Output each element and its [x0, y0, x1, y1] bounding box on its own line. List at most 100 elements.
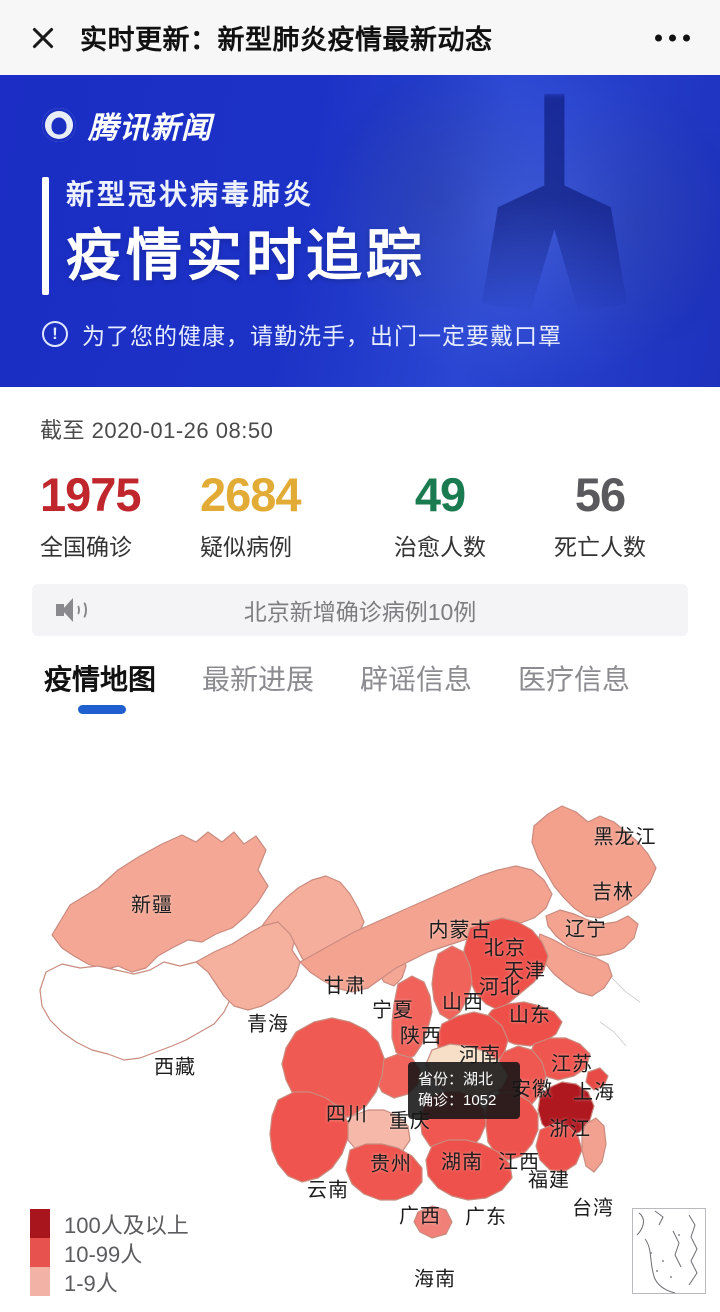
map-tooltip: 省份：湖北 确诊：1052: [408, 1062, 520, 1119]
province-zhejiang: [537, 1081, 595, 1139]
province-shanxi: [431, 945, 473, 1021]
province-label-贵州: 贵州: [370, 1153, 412, 1176]
legend-swatch: [30, 1238, 50, 1267]
province-fujian: [535, 1123, 583, 1173]
province-label-福建: 福建: [528, 1169, 570, 1192]
province-label-台湾: 台湾: [572, 1197, 614, 1220]
province-label-湖南: 湖南: [441, 1151, 483, 1174]
province-label-江苏: 江苏: [551, 1053, 593, 1076]
close-icon[interactable]: [28, 23, 58, 53]
south-china-sea-inset: [632, 1208, 706, 1294]
tencent-news-logo[interactable]: 腾讯新闻: [42, 103, 720, 147]
province-inner-mongolia: [299, 865, 553, 993]
province-label-广东: 广东: [465, 1206, 507, 1229]
tab-label: 辟谣信息: [360, 664, 473, 695]
exclamation-circle-icon: [42, 320, 68, 347]
banner-title: 疫情实时追踪: [66, 224, 426, 287]
province-hainan: [413, 1205, 453, 1239]
map-legend: 100人及以上 10-99人 1-9人: [30, 1209, 189, 1296]
stat-confirmed: 1975 全国确诊: [40, 471, 200, 562]
speaker-icon: [56, 598, 87, 622]
headline-accent-bar: [42, 177, 49, 295]
legend-item: 1-9人: [30, 1267, 189, 1296]
banner-headline-block: 新型冠状病毒肺炎 疫情实时追踪: [42, 173, 720, 295]
province-label-广西: 广西: [399, 1205, 441, 1228]
tab-epidemic-map[interactable]: 疫情地图: [44, 658, 202, 716]
province-qinghai: [195, 917, 301, 1011]
legend-swatch: [30, 1267, 50, 1296]
province-label-宁夏: 宁夏: [372, 999, 414, 1022]
more-dot: [669, 34, 676, 41]
province-label-安徽: 安徽: [511, 1078, 553, 1101]
hero-banner: 腾讯新闻 新型冠状病毒肺炎 疫情实时追踪 为了您的健康，请勤洗手，出门一定要戴口…: [0, 75, 720, 387]
province-label-山东: 山东: [509, 1004, 551, 1027]
tab-rumor-debunking[interactable]: 辟谣信息: [360, 658, 518, 716]
province-label-江西: 江西: [498, 1151, 540, 1174]
tab-label: 最新进展: [202, 664, 315, 695]
more-dot: [683, 34, 690, 41]
legend-swatch: [30, 1209, 50, 1238]
tab-bar: 疫情地图 最新进展 辟谣信息 医疗信息: [0, 658, 720, 716]
more-dot: [655, 34, 662, 41]
stat-confirmed-label: 全国确诊: [40, 534, 132, 560]
more-dots-icon[interactable]: [655, 34, 690, 41]
stat-deaths-label: 死亡人数: [554, 534, 646, 560]
province-label-海南: 海南: [414, 1268, 456, 1291]
tooltip-confirmed: 确诊：1052: [418, 1092, 497, 1110]
province-guangxi: [345, 1143, 423, 1201]
top-navigation-bar: 实时更新：新型肺炎疫情最新动态: [0, 0, 720, 75]
tab-label: 疫情地图: [44, 664, 157, 695]
stat-deaths-value: 56: [574, 468, 626, 521]
stat-recovered: 49 治愈人数: [360, 471, 520, 562]
province-label-浙江: 浙江: [549, 1118, 591, 1141]
news-ticker[interactable]: 北京新增确诊病例10例: [32, 584, 688, 636]
legend-item: 100人及以上: [30, 1209, 189, 1238]
health-tip-text: 为了您的健康，请勤洗手，出门一定要戴口罩: [82, 322, 562, 349]
tab-medical-info[interactable]: 医疗信息: [518, 658, 676, 716]
province-jilin: [545, 909, 639, 957]
tab-active-indicator: [78, 705, 126, 714]
province-label-北京: 北京: [484, 937, 526, 960]
province-label-黑龙江: 黑龙江: [593, 826, 657, 849]
stat-suspected: 2684 疑似病例: [200, 471, 360, 562]
stat-recovered-value: 49: [414, 468, 466, 521]
stat-recovered-label: 治愈人数: [394, 534, 486, 560]
province-label-辽宁: 辽宁: [565, 918, 607, 941]
province-heilongjiang: [531, 805, 657, 919]
stat-deaths: 56 死亡人数: [520, 471, 680, 562]
province-liaoning: [535, 933, 613, 997]
province-label-内蒙古: 内蒙古: [428, 919, 492, 942]
tab-latest-updates[interactable]: 最新进展: [202, 658, 360, 716]
tab-label: 医疗信息: [518, 664, 631, 695]
china-epidemic-map[interactable]: 新疆 西藏 青海 甘肃 宁夏 内蒙古 陕西 四川 重庆 云南 贵州 广西 海南 湖南 广东 江西 福建 台湾 河南山…: [0, 720, 720, 1300]
province-shaanxi: [391, 975, 433, 1061]
province-label-西藏: 西藏: [154, 1056, 196, 1079]
province-label-陕西: 陕西: [400, 1025, 442, 1048]
province-label-青海: 青海: [247, 1013, 289, 1036]
last-updated-label: 截至 2020-01-26 08:50: [40, 418, 274, 443]
province-yunnan: [269, 1091, 349, 1183]
statistics-row: 1975 全国确诊 2684 疑似病例 49 治愈人数 56 死亡人数: [40, 471, 680, 562]
province-label-四川: 四川: [326, 1103, 368, 1126]
province-guangdong: [425, 1139, 513, 1201]
province-label-吉林: 吉林: [592, 881, 634, 904]
legend-label: 10-99人: [64, 1241, 143, 1267]
statistics-section: 截至 2020-01-26 08:50 1975 全国确诊 2684 疑似病例 …: [0, 387, 720, 562]
tooltip-province: 省份：湖北: [418, 1071, 494, 1088]
province-taiwan: [581, 1117, 607, 1173]
stat-suspected-label: 疑似病例: [200, 534, 292, 560]
health-tip: 为了您的健康，请勤洗手，出门一定要戴口罩: [42, 317, 720, 351]
province-shanghai: [585, 1067, 609, 1091]
province-label-天津: 天津: [504, 960, 546, 983]
legend-item: 10-99人: [30, 1238, 189, 1267]
stat-suspected-value: 2684: [200, 468, 302, 521]
province-xinjiang: [51, 831, 269, 973]
tencent-penguin-icon: [42, 108, 76, 142]
province-label-云南: 云南: [307, 1179, 349, 1202]
province-tibet: [39, 961, 233, 1061]
province-label-新疆: 新疆: [131, 894, 173, 917]
province-label-甘肃: 甘肃: [324, 975, 366, 998]
stat-confirmed-value: 1975: [40, 468, 142, 521]
province-label-山西: 山西: [442, 991, 484, 1014]
